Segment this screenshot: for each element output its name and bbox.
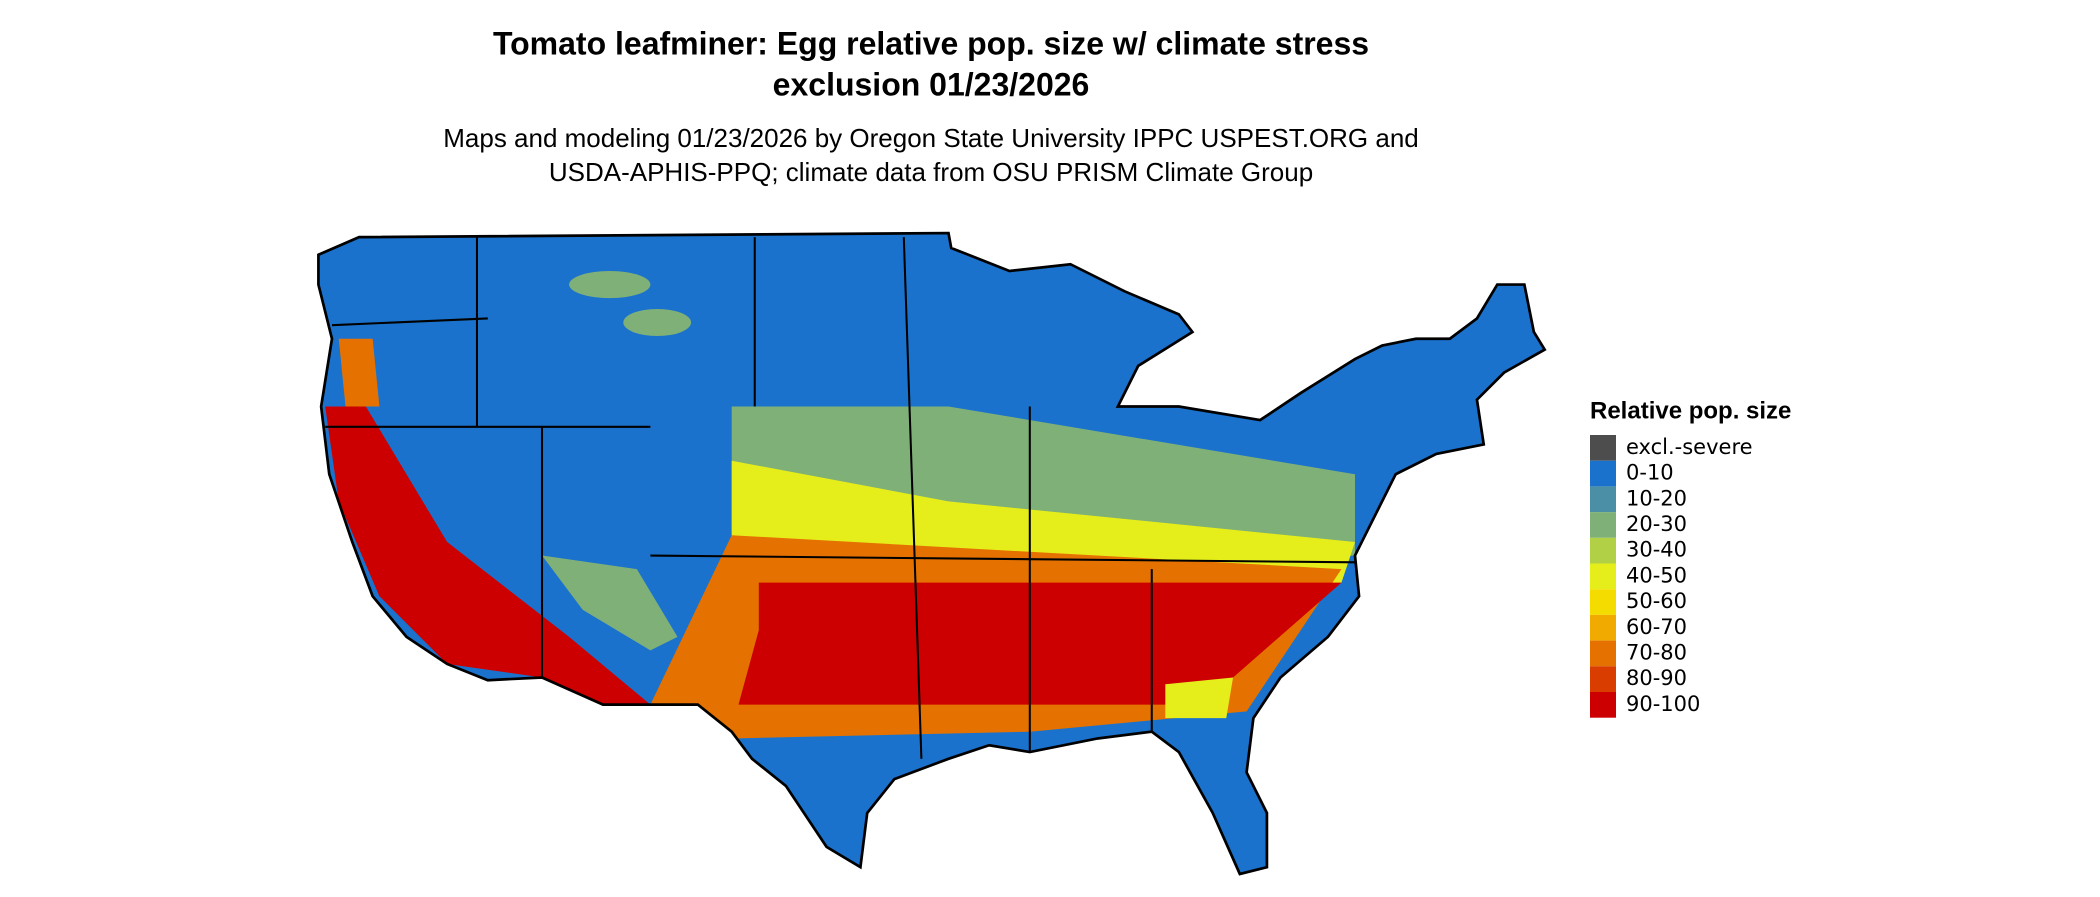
region — [1165, 677, 1234, 719]
legend-label: 70-80 — [1626, 640, 1687, 664]
legend-swatch — [1590, 563, 1616, 590]
legend-swatch — [1590, 614, 1616, 641]
legend-swatch — [1590, 640, 1616, 667]
title: exclusion 01/23/2026 — [773, 66, 1090, 102]
legend-title: Relative pop. size — [1590, 397, 1791, 424]
legend-swatch — [1590, 537, 1616, 564]
legend-swatch — [1590, 666, 1616, 692]
region — [569, 271, 651, 299]
subtitle: Maps and modeling 01/23/2026 by Oregon S… — [443, 123, 1419, 153]
legend-label: 80-90 — [1626, 666, 1687, 690]
region — [623, 308, 692, 337]
region — [542, 555, 678, 651]
legend-label: 50-60 — [1626, 589, 1687, 613]
legend: excl.-severe0-1010-2020-3030-4040-5050-6… — [1590, 435, 1753, 718]
legend-swatch — [1590, 692, 1616, 718]
legend-swatch — [1590, 435, 1616, 461]
legend-label: 40-50 — [1626, 563, 1687, 587]
country-outline — [317, 231, 1547, 876]
legend-label: 30-40 — [1626, 538, 1687, 562]
state-borders — [325, 237, 1356, 759]
legend-swatch — [1590, 486, 1616, 513]
title: Tomato leafminer: Egg relative pop. size… — [493, 25, 1369, 61]
legend-label: 60-70 — [1626, 615, 1687, 639]
legend-swatch — [1590, 460, 1616, 487]
legend-label: 0-10 — [1626, 461, 1674, 485]
region — [325, 406, 651, 705]
region — [738, 582, 1342, 705]
subtitle: USDA-APHIS-PPQ; climate data from OSU PR… — [549, 157, 1313, 187]
legend-label: 10-20 — [1626, 486, 1687, 510]
legend-swatch — [1590, 589, 1616, 615]
legend-label: 20-30 — [1626, 512, 1687, 536]
legend-swatch — [1590, 512, 1616, 538]
legend-label: excl.-severe — [1626, 435, 1753, 459]
legend-label: 90-100 — [1626, 692, 1700, 716]
map — [317, 231, 1547, 876]
region — [338, 338, 380, 407]
